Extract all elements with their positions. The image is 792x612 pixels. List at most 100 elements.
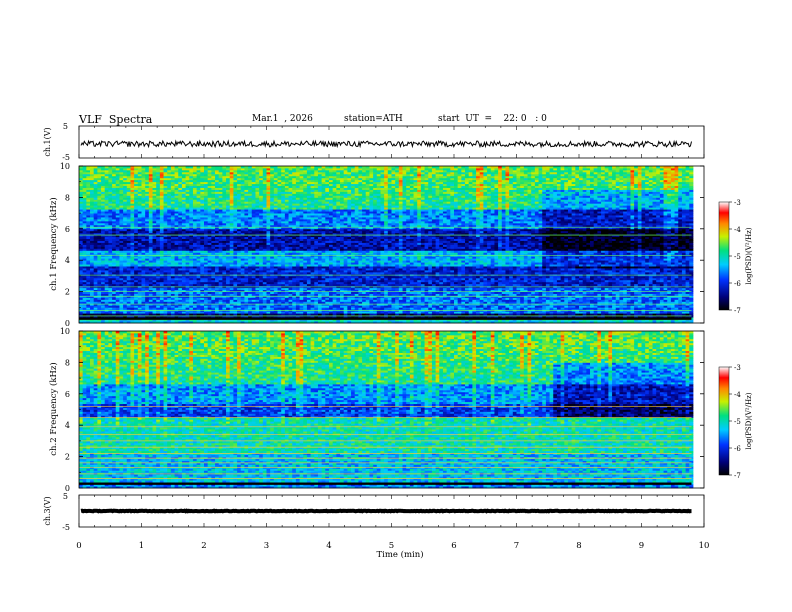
spectrogram-cell [145, 193, 150, 196]
spectrogram-cell [159, 246, 164, 249]
spectrogram-cell [215, 313, 220, 316]
spectrogram-cell [141, 301, 146, 304]
spectrogram-cell [126, 181, 131, 185]
spectrogram-cell [108, 203, 113, 206]
spectrogram-cell [137, 222, 142, 226]
spectrogram-cell [130, 297, 135, 300]
spectrogram-cell [148, 197, 153, 200]
spectrogram-cell [207, 185, 212, 188]
spectrogram-cell [233, 187, 238, 190]
spectrogram-cell [200, 228, 205, 232]
spectrogram-cell [101, 167, 106, 171]
spectrogram-cell [145, 195, 150, 198]
spectrogram-cell [145, 179, 150, 183]
spectrogram-cell [174, 258, 179, 261]
spectrogram-cell [108, 181, 113, 185]
spectrogram-cell [196, 270, 201, 273]
spectrogram-cell [178, 283, 183, 287]
spectrogram-cell [200, 226, 205, 230]
spectrogram-cell [156, 240, 161, 243]
spectrogram-cell [90, 321, 95, 324]
spectrogram-cell [178, 242, 183, 245]
spectrogram-cell [200, 297, 205, 300]
spectrogram-cell [108, 179, 113, 183]
spectrogram-cell [163, 301, 168, 304]
spectrogram-cell [204, 275, 209, 279]
spectrogram-cell [104, 291, 109, 294]
spectrogram-cell [174, 291, 179, 294]
spectrogram-cell [226, 234, 231, 238]
spectrogram-cell [86, 311, 91, 314]
spectrogram-cell [237, 264, 242, 267]
spectrogram-cell [240, 268, 245, 271]
spectrogram-cell [145, 264, 150, 267]
spectrogram-cell [134, 203, 139, 206]
spectrogram-cell [185, 171, 190, 175]
spectrogram-cell [130, 232, 135, 236]
spectrogram-cell [204, 191, 209, 194]
spectrogram-cell [163, 220, 168, 224]
spectrogram-cell [115, 277, 120, 281]
spectrogram-cell [141, 166, 146, 169]
spectrogram-cell [93, 215, 98, 218]
spectrogram-cell [222, 230, 227, 234]
spectrogram-cell [189, 191, 194, 194]
spectrogram-cell [200, 193, 205, 196]
spectrogram-cell [156, 205, 161, 208]
spectrogram-cell [137, 185, 142, 188]
spectrogram-cell [185, 291, 190, 294]
spectrogram-cell [123, 167, 128, 171]
spectrogram-cell [79, 279, 84, 283]
spectrogram-cell [119, 283, 124, 287]
spectrogram-cell [90, 238, 95, 241]
spectrogram-cell [189, 311, 194, 314]
spectrogram-cell [240, 197, 245, 200]
spectrogram-cell [240, 264, 245, 267]
spectrogram-cell [167, 311, 172, 314]
spectrogram-cell [134, 270, 139, 273]
spectrogram-cell [185, 240, 190, 243]
spectrogram-cell [145, 270, 150, 273]
spectrogram-cell [240, 281, 245, 285]
spectrogram-cell [189, 238, 194, 241]
spectrogram-cell [126, 230, 131, 234]
spectrogram-cell [152, 209, 157, 212]
spectrogram-cell [86, 275, 91, 279]
spectrogram-cell [145, 260, 150, 263]
spectrogram-cell [145, 207, 150, 210]
spectrogram-cell [189, 236, 194, 240]
spectrogram-cell [86, 252, 91, 255]
spectrogram-cell [104, 189, 109, 192]
spectrogram-cell [108, 185, 113, 188]
spectrogram-cell [189, 270, 194, 273]
spectrogram-cell [82, 238, 87, 241]
spectrogram-cell [130, 283, 135, 287]
spectrogram-cell [229, 277, 234, 281]
spectrogram-cell [229, 211, 234, 214]
spectrogram-cell [167, 183, 172, 187]
spectrogram-cell [222, 234, 227, 238]
spectrogram-cell [215, 262, 220, 265]
spectrogram-cell [119, 228, 124, 232]
spectrogram-cell [152, 171, 157, 175]
spectrogram-cell [240, 187, 245, 190]
spectrogram-cell [200, 191, 205, 194]
spectrogram-cell [112, 195, 117, 198]
spectrogram-cell [170, 264, 175, 267]
spectrogram-cell [126, 268, 131, 271]
spectrogram-cell [163, 187, 168, 190]
spectrogram-cell [200, 266, 205, 269]
spectrogram-cell [211, 279, 216, 283]
spectrogram-cell [134, 252, 139, 255]
spectrogram-cell [200, 240, 205, 243]
spectrogram-cell [185, 293, 190, 296]
spectrogram-cell [119, 252, 124, 255]
spectrogram-cell [93, 299, 98, 302]
spectrogram-cell [90, 242, 95, 245]
spectrogram-cell [189, 183, 194, 187]
spectrogram-cell [174, 293, 179, 296]
spectrogram-cell [163, 203, 168, 206]
spectrogram-cell [101, 224, 106, 228]
spectrogram-cell [97, 220, 102, 224]
spectrogram-cell [93, 201, 98, 204]
